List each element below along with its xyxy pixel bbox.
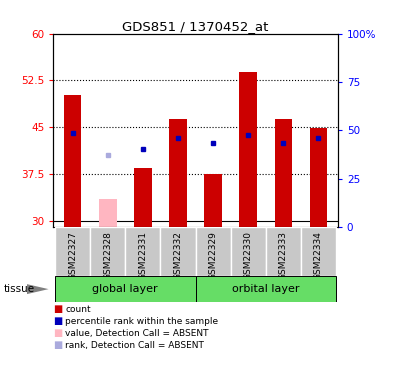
- Text: ■: ■: [53, 316, 62, 326]
- Text: GSM22333: GSM22333: [279, 231, 288, 280]
- Text: GSM22330: GSM22330: [244, 231, 253, 280]
- Bar: [55, 276, 196, 302]
- Text: ■: ■: [53, 328, 62, 338]
- Bar: [64, 95, 81, 227]
- Text: tissue: tissue: [4, 285, 35, 294]
- Bar: [301, 227, 336, 276]
- Bar: [160, 227, 196, 276]
- Text: GSM22329: GSM22329: [209, 231, 218, 280]
- Text: ■: ■: [53, 304, 62, 314]
- Text: GSM22332: GSM22332: [173, 231, 182, 280]
- Text: GSM22331: GSM22331: [138, 231, 147, 280]
- Polygon shape: [27, 284, 49, 294]
- Bar: [275, 119, 292, 227]
- Bar: [134, 168, 152, 227]
- Bar: [90, 227, 125, 276]
- Bar: [266, 227, 301, 276]
- Bar: [55, 227, 90, 276]
- Text: value, Detection Call = ABSENT: value, Detection Call = ABSENT: [65, 329, 209, 338]
- Bar: [169, 119, 187, 227]
- Bar: [125, 227, 160, 276]
- Text: GSM22327: GSM22327: [68, 231, 77, 280]
- Bar: [310, 129, 327, 227]
- Text: rank, Detection Call = ABSENT: rank, Detection Call = ABSENT: [65, 341, 204, 350]
- Text: count: count: [65, 305, 91, 314]
- Text: global layer: global layer: [92, 284, 158, 294]
- Bar: [239, 72, 257, 227]
- Text: ■: ■: [53, 340, 62, 350]
- Text: orbital layer: orbital layer: [232, 284, 299, 294]
- Bar: [196, 227, 231, 276]
- Text: GSM22334: GSM22334: [314, 231, 323, 280]
- Title: GDS851 / 1370452_at: GDS851 / 1370452_at: [122, 20, 269, 33]
- Bar: [99, 199, 117, 227]
- Bar: [231, 227, 266, 276]
- Bar: [196, 276, 336, 302]
- Text: percentile rank within the sample: percentile rank within the sample: [65, 317, 218, 326]
- Bar: [204, 174, 222, 227]
- Text: GSM22328: GSM22328: [103, 231, 112, 280]
